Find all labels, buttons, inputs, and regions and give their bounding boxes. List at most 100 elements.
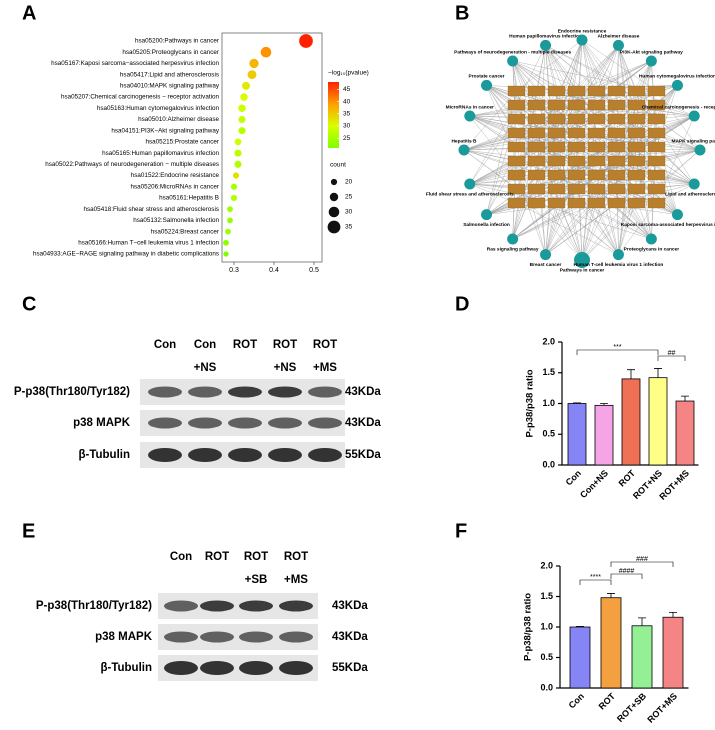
color-tick-label: 35 — [343, 110, 351, 117]
blot-band — [148, 386, 182, 398]
gene-node — [627, 141, 646, 153]
category-label: hsa05200:Pathways in cancer — [135, 38, 219, 45]
pathway-label: Salmonella infection — [463, 222, 510, 228]
blot-band — [279, 661, 313, 675]
significance-bracket — [657, 355, 686, 361]
network-edge — [516, 39, 583, 92]
gene-node — [607, 197, 626, 209]
network-edge — [636, 183, 695, 190]
lane-label: ROT — [273, 339, 297, 351]
gene-node — [647, 85, 666, 97]
dot — [232, 172, 240, 179]
category-label: hsa05417:Lipid and atherosclerosis — [120, 71, 219, 78]
row-label: P-p38(Thr180/Tyr182) — [14, 386, 130, 398]
size-key — [327, 220, 341, 234]
dot — [227, 206, 233, 213]
gene-node — [587, 155, 606, 167]
gene-node — [607, 141, 626, 153]
network-edge — [556, 202, 619, 255]
network-edge — [486, 90, 557, 215]
network-edge — [576, 115, 695, 162]
gene-node — [627, 169, 646, 181]
gene-node — [567, 197, 586, 209]
network-edge — [581, 39, 617, 92]
network-edge — [616, 160, 678, 215]
gene-node — [547, 127, 566, 139]
pathway-node — [540, 39, 552, 51]
pathway-label: MicroRNAs in cancer — [446, 104, 494, 110]
color-tick-label: 45 — [343, 86, 351, 93]
x-tick-label: Con — [564, 468, 583, 487]
x-tick-label: ROT — [617, 468, 638, 489]
size-label: 43KDa — [332, 600, 368, 612]
dot — [260, 46, 272, 58]
gene-node — [587, 113, 606, 125]
panel-label: B — [455, 2, 469, 24]
gene-node — [527, 183, 546, 195]
gene-node — [527, 99, 546, 111]
gene-node — [547, 99, 566, 111]
gene-node — [647, 197, 666, 209]
gene-node — [567, 183, 586, 195]
y-tick-label: 1.5 — [540, 591, 553, 601]
gene-node — [647, 155, 666, 167]
bar — [675, 400, 695, 466]
category-label: hsa05166:Human T−cell leukemia virus 1 i… — [78, 239, 219, 246]
network-edge — [556, 188, 652, 240]
gene-node — [627, 197, 646, 209]
y-tick-label: 0.5 — [542, 429, 555, 439]
pathway-node — [540, 249, 552, 261]
color-tick-label: 25 — [343, 135, 351, 142]
panel-label: F — [455, 520, 467, 542]
pathway-node — [688, 178, 700, 190]
blot-band — [164, 661, 198, 675]
network-edge — [512, 202, 557, 240]
category-label: hsa05207:Chemical carcinogenesis − recep… — [61, 94, 220, 101]
blot-band — [200, 631, 234, 643]
network-edge — [469, 183, 537, 190]
pathway-label: Human papillomavirus infection — [509, 34, 582, 40]
category-label: hsa05161:Hepatitis B — [159, 195, 219, 202]
pathway-label: Chemical carcinogenesis - receptor activ… — [642, 104, 715, 110]
network-edge — [516, 188, 583, 261]
category-label: hsa05418:Fluid shear stress and atherosc… — [84, 206, 219, 213]
network-edge — [596, 104, 701, 151]
error-bar — [669, 611, 677, 618]
lane-label: +NS — [194, 362, 217, 374]
category-label: hsa05215:Prostate cancer — [145, 139, 219, 146]
network-edge — [616, 90, 678, 215]
panel-label: D — [455, 293, 469, 315]
gene-node — [647, 169, 666, 181]
category-label: hsa05010:Alzheimer disease — [138, 116, 219, 123]
dot — [227, 217, 233, 224]
row-label: p38 MAPK — [95, 631, 153, 643]
size-label: 43KDa — [332, 631, 368, 643]
pathway-node — [507, 233, 519, 245]
y-tick-label: 2.0 — [540, 560, 553, 570]
network-edge — [636, 115, 695, 148]
gene-node — [587, 183, 606, 195]
gene-node — [527, 141, 546, 153]
pathway-node — [481, 79, 493, 91]
error-bar — [654, 368, 662, 378]
blot-band — [228, 448, 262, 462]
gene-node — [627, 183, 646, 195]
network-edge — [596, 60, 652, 106]
dot — [234, 160, 242, 168]
significance-label: #### — [619, 568, 635, 575]
color-tick-label: 40 — [343, 98, 351, 105]
pathway-label: Endocrine resistance — [558, 28, 607, 34]
bar — [567, 403, 587, 466]
gene-node — [547, 169, 566, 181]
size-label: 55KDa — [332, 662, 368, 674]
network-edge — [616, 85, 678, 148]
blot-band — [308, 386, 342, 398]
gene-node — [567, 113, 586, 125]
y-axis-label: P-p38/p38 ratio — [523, 593, 534, 661]
pathway-node — [464, 178, 476, 190]
gene-node — [547, 155, 566, 167]
lane-label: +MS — [313, 362, 337, 374]
category-label: hsa05165:Human papillomavirus infection — [102, 150, 219, 157]
row-label: p38 MAPK — [73, 417, 131, 429]
y-tick-label: 0.0 — [540, 682, 553, 692]
